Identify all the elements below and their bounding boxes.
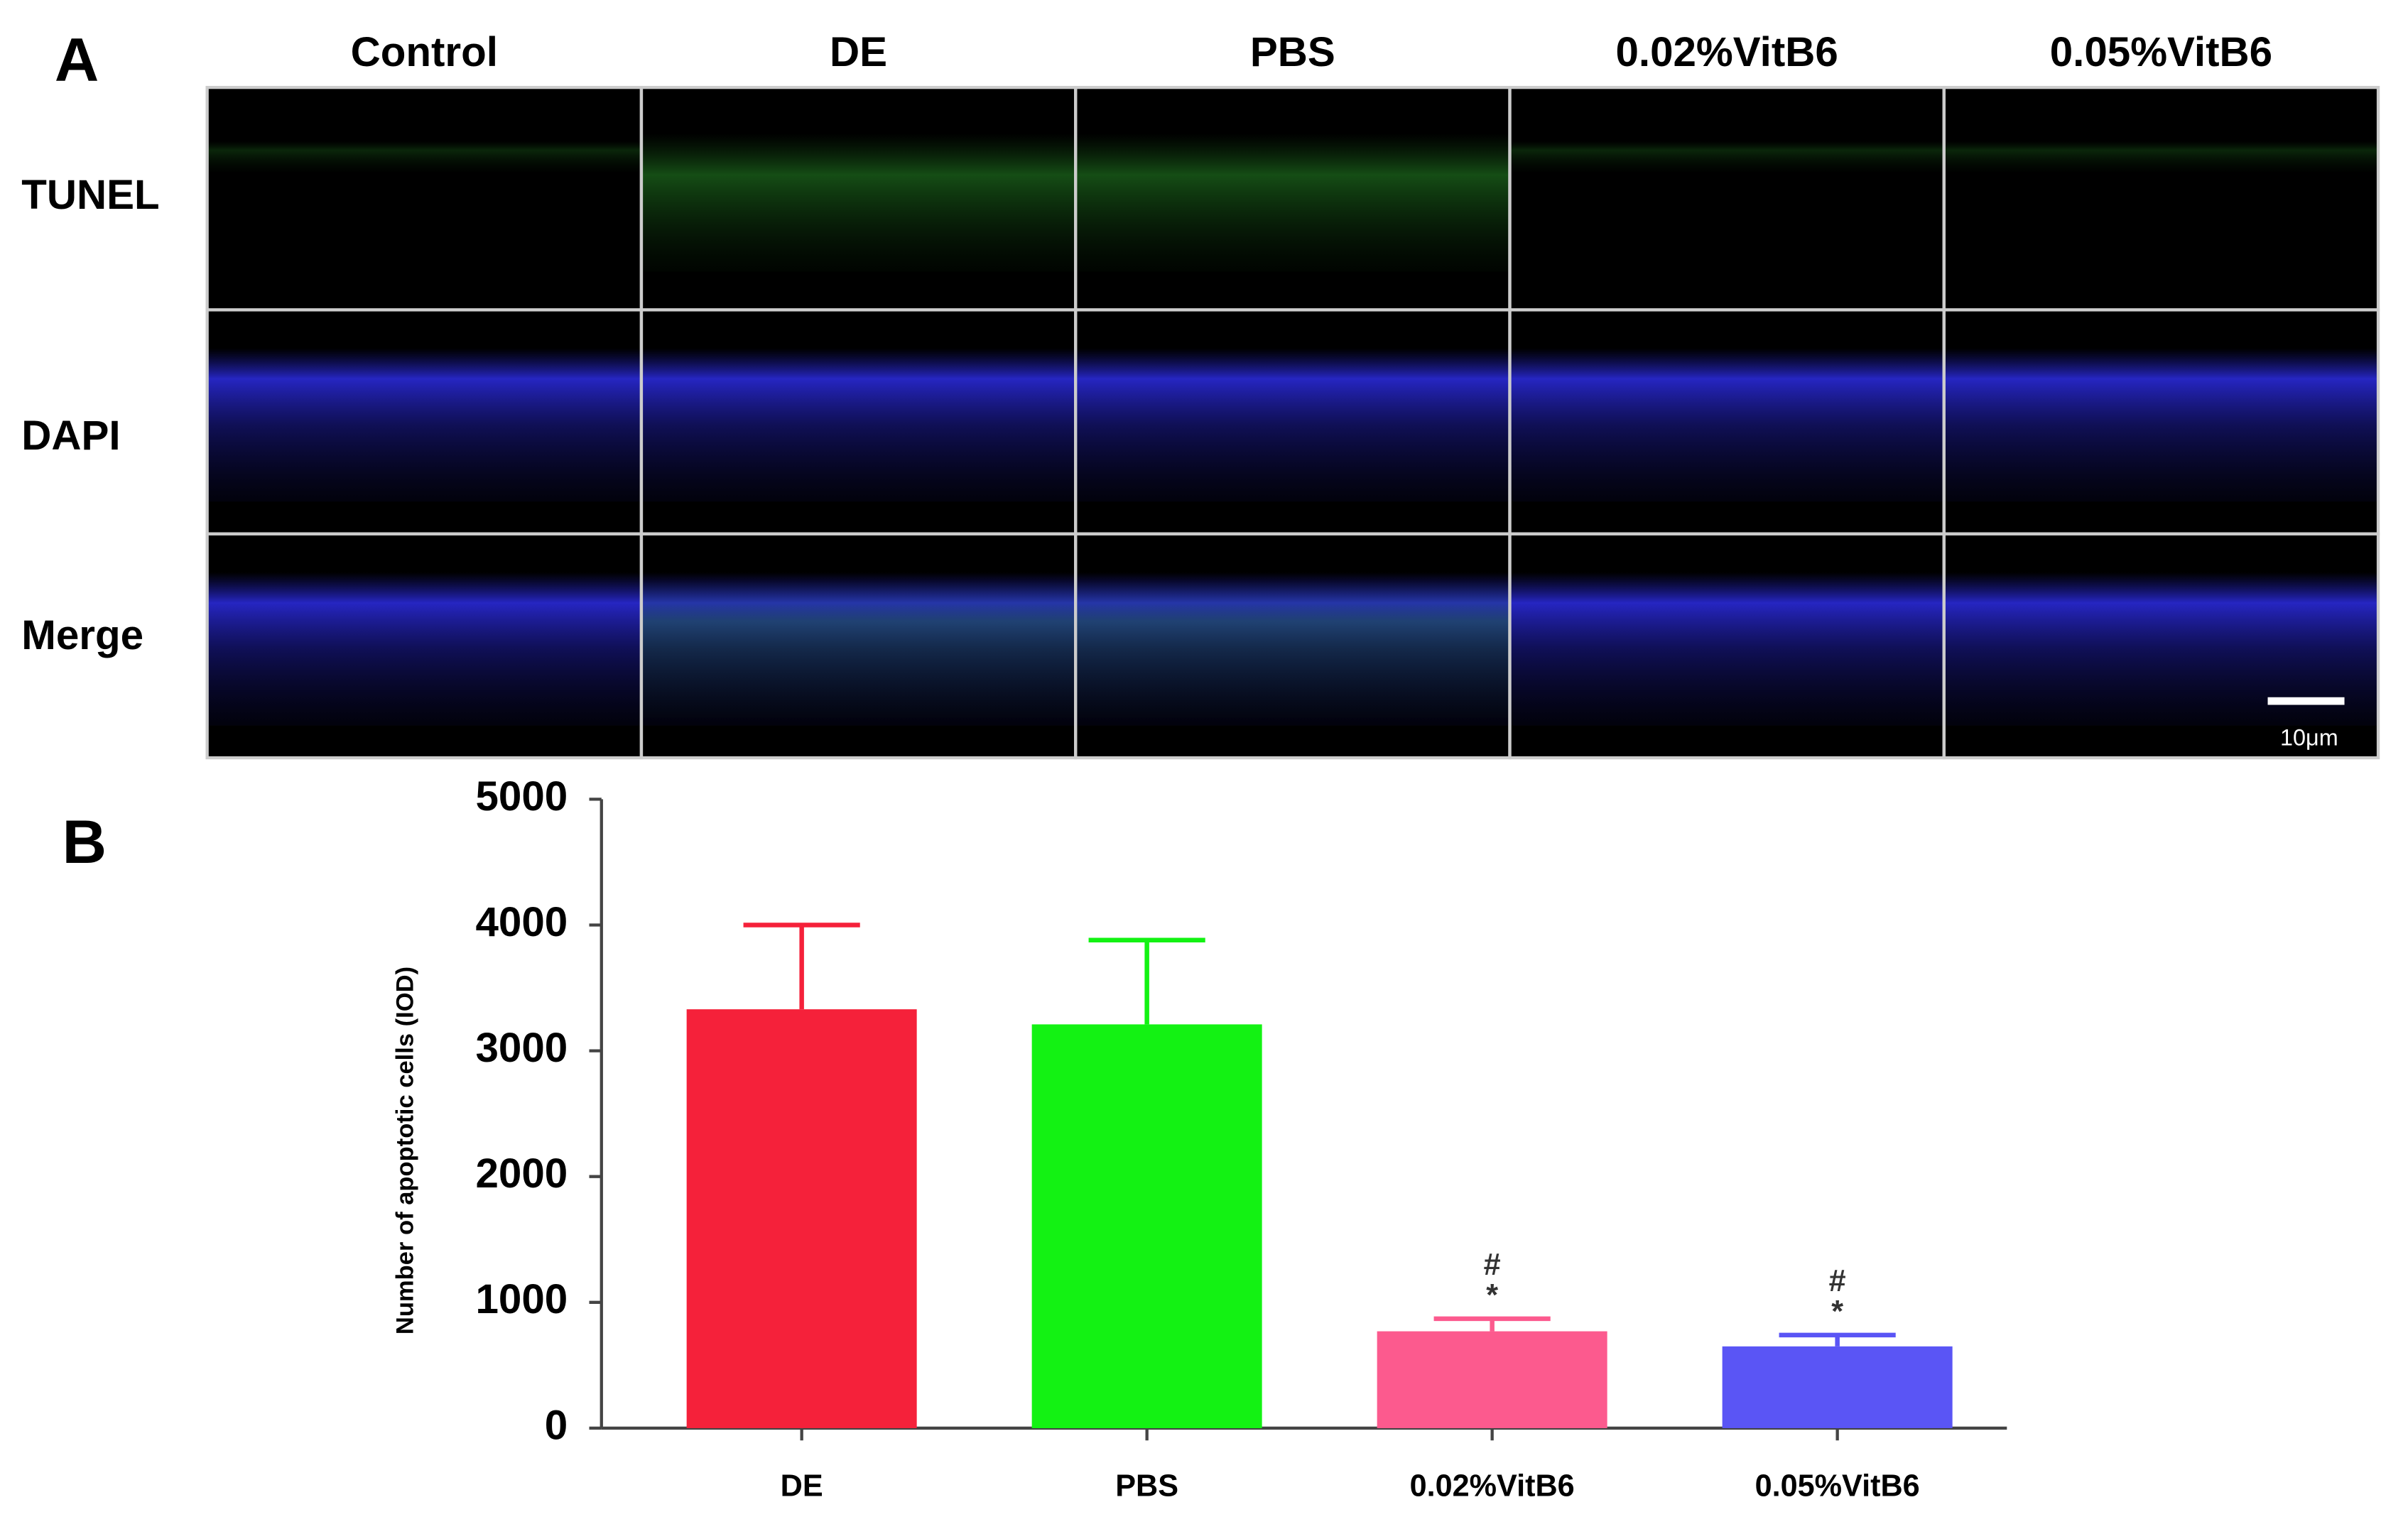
x-tick-label: 0.02%VitB6 xyxy=(1410,1469,1575,1503)
stain-band xyxy=(641,348,1076,502)
micrograph-grid xyxy=(205,85,2380,760)
panel-label: A xyxy=(55,26,99,94)
scale-bar-label: 10μm xyxy=(2280,725,2338,751)
stain-band xyxy=(1075,580,1510,718)
x-tick-label: PBS xyxy=(1115,1469,1178,1503)
significance-mark: * xyxy=(1831,1295,1843,1329)
stain-band xyxy=(207,572,641,726)
bar xyxy=(686,1009,917,1428)
y-tick-label: 4000 xyxy=(476,899,568,945)
y-axis-label: Number of apoptotic cells (IOD) xyxy=(392,967,419,1334)
y-tick-label: 2000 xyxy=(476,1150,568,1197)
significance-mark: * xyxy=(1486,1278,1498,1312)
x-tick-label: 0.05%VitB6 xyxy=(1755,1469,1920,1503)
stain-band xyxy=(1075,348,1510,502)
column-label: Control xyxy=(351,29,498,75)
significance-mark: # xyxy=(1829,1264,1846,1298)
significance-mark: # xyxy=(1484,1248,1501,1282)
column-label: PBS xyxy=(1250,29,1335,75)
stain-band xyxy=(1509,348,1944,502)
row-label: TUNEL xyxy=(21,172,159,218)
row-label: Merge xyxy=(21,612,143,658)
stain-band xyxy=(1943,141,2379,172)
column-label: 0.05%VitB6 xyxy=(2050,29,2272,75)
stain-band xyxy=(1943,348,2379,502)
stain-band xyxy=(641,580,1076,718)
bar xyxy=(1377,1331,1607,1428)
x-tick-label: DE xyxy=(781,1469,823,1503)
stain-band xyxy=(1509,141,1944,172)
y-tick-label: 0 xyxy=(545,1402,568,1448)
stain-band xyxy=(1509,572,1944,726)
y-tick-label: 1000 xyxy=(476,1276,568,1322)
y-tick-label: 5000 xyxy=(476,773,568,820)
panel-label: B xyxy=(63,808,107,876)
column-label: 0.02%VitB6 xyxy=(1615,29,1838,75)
stain-band xyxy=(1075,133,1510,272)
row-label: DAPI xyxy=(21,413,120,459)
column-label: DE xyxy=(830,29,887,75)
y-tick-label: 3000 xyxy=(476,1025,568,1071)
bar xyxy=(1031,1024,1262,1428)
stain-band xyxy=(207,141,641,172)
bar xyxy=(1722,1346,1953,1428)
stain-band xyxy=(207,348,641,502)
panel-border xyxy=(1942,532,2380,760)
stain-band xyxy=(641,133,1076,272)
